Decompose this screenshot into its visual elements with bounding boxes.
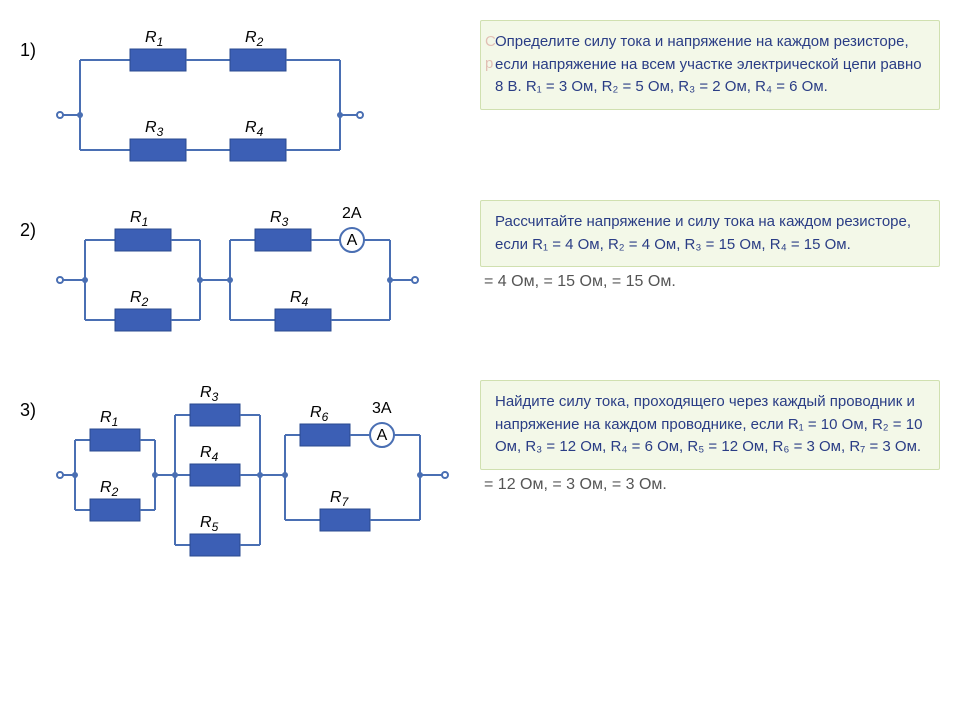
svg-text:R2: R2 — [130, 289, 149, 309]
current-2: 2A — [342, 205, 362, 222]
svg-text:R2: R2 — [100, 479, 119, 499]
problem-2-task: Рассчитайте напряжение и силу тока на ка… — [480, 200, 940, 267]
problem-3-task: Найдите силу тока, проходящего через каж… — [480, 380, 940, 470]
svg-text:R7: R7 — [330, 489, 350, 509]
task-2-content: Рассчитайте напряжение и силу тока на ка… — [495, 213, 911, 253]
problem-2-circuit: R1 R2 R3 A 2A R4 — [60, 200, 460, 350]
problem-3-extra: = 12 Ом, = 3 Ом, = 3 Ом. — [480, 476, 940, 494]
problem-2-text: Рассчитайте напряжение и силу тока на ка… — [460, 200, 940, 291]
svg-text:R3: R3 — [200, 384, 219, 404]
problem-3-circuit: R1 R2 R3 R4 R5 — [60, 380, 460, 580]
task-3-content: Найдите силу тока, проходящего через каж… — [495, 393, 922, 455]
problem-2-row: 2) R1 R2 R3 — [20, 200, 940, 350]
svg-text:R4: R4 — [245, 119, 264, 139]
problem-1-text: С р Определите силу тока и напряжение на… — [460, 20, 940, 110]
problem-1-row: 1) R1 R2 R3 R4 — [20, 20, 940, 170]
svg-text:R3: R3 — [145, 119, 164, 139]
ammeter-label: A — [347, 232, 358, 249]
problem-2-number: 2) — [20, 200, 60, 241]
svg-text:R1: R1 — [100, 409, 118, 429]
task-1-content: Определите силу тока и напряжение на каж… — [495, 33, 922, 95]
svg-text:R1: R1 — [130, 209, 148, 229]
problem-1-circuit: R1 R2 R3 R4 — [60, 20, 460, 170]
svg-text:R4: R4 — [290, 289, 309, 309]
svg-text:R2: R2 — [245, 29, 264, 49]
problem-3-number: 3) — [20, 380, 60, 421]
current-3: 3A — [372, 400, 392, 417]
problem-2-extra: = 4 Ом, = 15 Ом, = 15 Ом. — [480, 273, 940, 291]
svg-text:R6: R6 — [310, 404, 329, 424]
ammeter-label: A — [377, 427, 388, 444]
svg-text:R3: R3 — [270, 209, 289, 229]
svg-text:R5: R5 — [200, 514, 219, 534]
problem-1-task: С р Определите силу тока и напряжение на… — [480, 20, 940, 110]
problem-3-text: Найдите силу тока, проходящего через каж… — [460, 380, 940, 494]
problem-1-number: 1) — [20, 20, 60, 61]
svg-text:R4: R4 — [200, 444, 219, 464]
svg-text:R1: R1 — [145, 29, 163, 49]
problem-3-row: 3) R1 R2 R3 — [20, 380, 940, 580]
